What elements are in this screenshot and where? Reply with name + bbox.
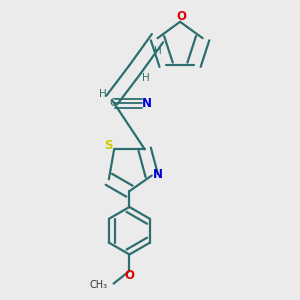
Text: C: C (110, 98, 117, 108)
Text: S: S (104, 139, 113, 152)
Text: H: H (98, 88, 106, 99)
Text: O: O (177, 10, 187, 22)
Text: O: O (124, 269, 134, 282)
Text: CH₃: CH₃ (89, 280, 107, 290)
Text: H: H (142, 73, 150, 83)
Text: N: N (142, 97, 152, 110)
Text: H: H (154, 46, 162, 56)
Text: N: N (152, 168, 162, 181)
